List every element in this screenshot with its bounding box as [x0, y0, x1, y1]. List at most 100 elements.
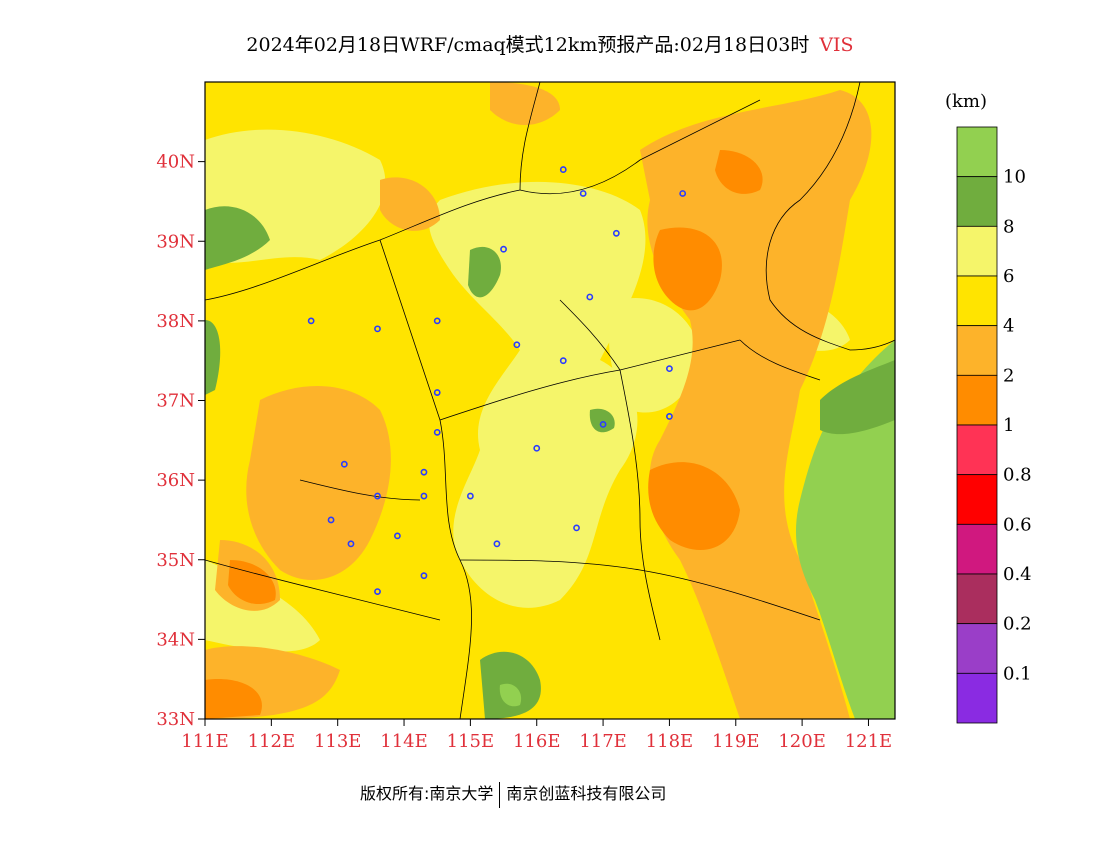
footer-separator: [499, 781, 501, 808]
colorbar-swatch: [956, 672, 998, 724]
colorbar-swatch: [956, 424, 998, 476]
bohai-coastline: [765, 82, 895, 351]
pale-zone-shandong: [609, 298, 700, 413]
station-marker: [493, 540, 501, 548]
station-marker: [420, 468, 428, 476]
station-marker: [500, 245, 507, 253]
province-boundaries: [205, 82, 821, 719]
lat-tick-label: 38N: [156, 311, 195, 332]
lat-tick-label: 36N: [156, 470, 195, 491]
title-main: 2024年02月18日WRF/cmaq模式12km预报产品:02月18日03时: [246, 34, 810, 56]
colorbar-label: 8: [1003, 216, 1014, 237]
longitude-axis: 111E 112E 113E 114E 115E 116E 117E 118E 119E 120E…: [181, 719, 892, 752]
colorbar-label: 10: [1003, 167, 1026, 188]
green-patch-baoding: [468, 246, 501, 298]
colorbar-label: 6: [1003, 266, 1014, 287]
station-marker: [559, 166, 567, 173]
station-marker: [433, 317, 441, 325]
green-patch-northwest: [205, 206, 270, 270]
light-green-patch-south: [499, 683, 522, 707]
vis-field: [205, 82, 895, 719]
colorbar-swatch: [956, 176, 998, 227]
station-marker: [347, 540, 355, 548]
lon-tick-label: 116E: [513, 731, 561, 752]
station-marker: [666, 413, 673, 420]
lon-tick-label: 112E: [248, 731, 296, 752]
yellow-sea: [795, 340, 895, 719]
lon-tick-label: 119E: [712, 731, 760, 752]
station-marker: [394, 532, 401, 540]
green-patch-west: [205, 320, 221, 395]
lat-tick-label: 33N: [156, 709, 195, 730]
station-marker: [307, 317, 315, 325]
station-marker: [374, 588, 381, 595]
colorbar-swatch: [956, 573, 998, 625]
colorbar-unit: (km): [945, 91, 987, 112]
station-marker: [513, 341, 521, 349]
colorbar-swatch: [956, 374, 998, 426]
lat-tick-label: 39N: [156, 231, 195, 252]
lon-tick-label: 121E: [845, 731, 893, 752]
deep-orange-zone-northeast: [715, 150, 763, 194]
title-variable: VIS: [819, 34, 854, 56]
copyright-footer: 版权所有:南京大学 南京创蓝科技有限公司: [360, 780, 666, 808]
lon-tick-label: 114E: [380, 731, 428, 752]
orange-zone-zhangjiakou: [380, 177, 440, 231]
lat-tick-label: 40N: [156, 152, 195, 173]
station-marker: [340, 460, 348, 468]
station-marker: [559, 357, 567, 365]
lon-tick-label: 113E: [314, 731, 362, 752]
station-marker: [466, 492, 474, 500]
lon-tick-label: 120E: [778, 731, 826, 752]
colorbar-label: 4: [1003, 316, 1014, 337]
deep-orange-zone-linyi: [648, 462, 740, 550]
station-marker: [612, 229, 620, 237]
footer-left: 版权所有:南京大学: [360, 784, 494, 803]
station-marker: [579, 190, 587, 197]
deep-orange-zone-tangshan: [653, 227, 722, 311]
orange-zone-north: [490, 82, 560, 125]
colorbar: 10 8 6 4 2 1 0.8 0.6 0.4 0.2 0.1: [956, 126, 1032, 724]
station-marker: [533, 444, 541, 452]
station-marker: [433, 428, 441, 436]
station-marker: [420, 492, 428, 500]
green-patch-jinan: [589, 408, 615, 433]
colorbar-swatch: [956, 474, 998, 525]
colorbar-label: 0.4: [1003, 564, 1032, 585]
monitoring-stations: [307, 166, 687, 595]
station-marker: [433, 389, 441, 396]
deep-orange-zone-south: [205, 679, 262, 719]
colorbar-label: 0.2: [1003, 614, 1032, 635]
colorbar-label: 0.1: [1003, 663, 1032, 684]
station-marker: [599, 420, 607, 428]
lon-tick-label: 115E: [447, 731, 495, 752]
station-marker: [374, 492, 381, 500]
green-patch-coast: [820, 360, 895, 435]
colorbar-label: 1: [1003, 415, 1014, 436]
station-marker: [420, 572, 428, 580]
station-marker: [586, 293, 594, 301]
station-marker: [374, 325, 381, 333]
colorbar-swatch: [956, 275, 998, 327]
colorbar-swatch: [956, 126, 998, 178]
lat-tick-label: 34N: [156, 629, 195, 650]
colorbar-swatch: [956, 325, 998, 376]
lon-tick-label: 111E: [181, 731, 229, 752]
station-marker: [679, 190, 687, 197]
colorbar-label: 0.6: [1003, 514, 1032, 535]
orange-zone-shanxi-south: [246, 386, 391, 580]
latitude-axis: 40N 39N 38N 37N 36N 35N 34N 33N: [156, 152, 205, 730]
chart-title: 2024年02月18日WRF/cmaq模式12km预报产品:02月18日03时 V…: [0, 30, 1100, 57]
station-marker: [666, 365, 673, 373]
colorbar-swatch: [956, 523, 998, 575]
colorbar-label: 2: [1003, 365, 1014, 386]
deep-orange-zone-luoyang: [228, 560, 276, 605]
lon-tick-label: 118E: [646, 731, 694, 752]
lat-tick-label: 35N: [156, 550, 195, 571]
station-marker: [573, 524, 580, 532]
colorbar-label: 0.8: [1003, 465, 1032, 486]
station-marker: [327, 516, 335, 524]
colorbar-swatch: [956, 623, 998, 674]
lon-tick-label: 117E: [579, 731, 627, 752]
